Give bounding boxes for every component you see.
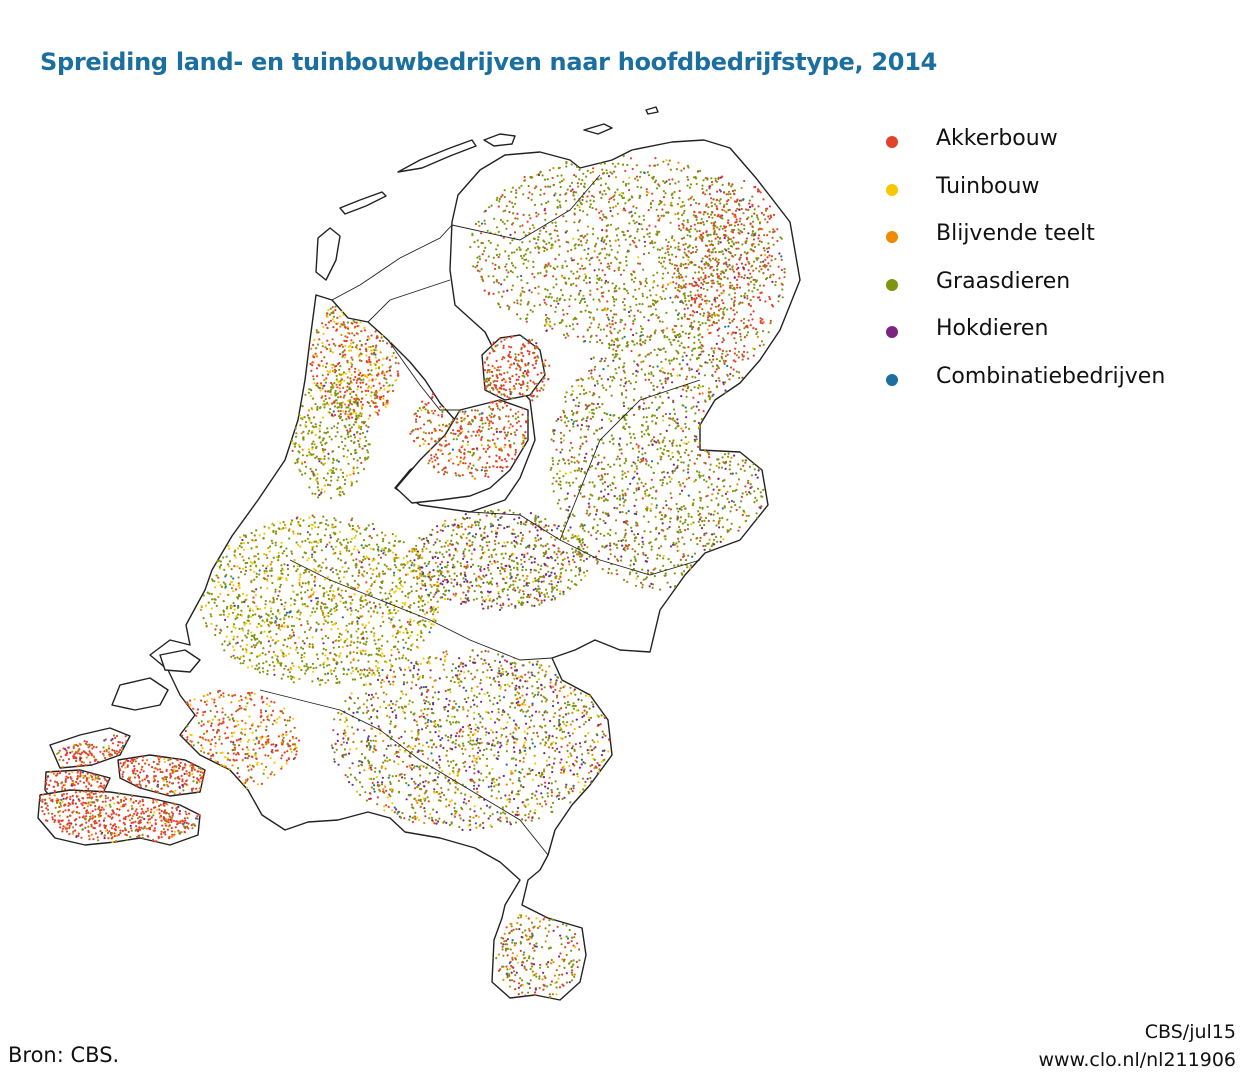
credit-block: CBS/jul15 www.clo.nl/nl211906: [1038, 1018, 1236, 1074]
legend-dot-blijvende-teelt: [886, 231, 898, 243]
voorne-outline: [159, 649, 201, 673]
texel-outline: [315, 227, 341, 281]
schouwen-outline: [49, 727, 131, 769]
farm-dots: [39, 154, 786, 999]
legend-label: Akkerbouw: [936, 126, 1058, 151]
ameland-outline: [483, 133, 516, 147]
legend-label: Graasdieren: [936, 268, 1071, 294]
vlieland-outline: [339, 191, 387, 215]
province-border-2: [559, 379, 701, 541]
legend-dot-graasdieren: [886, 278, 898, 291]
land-outline: [37, 106, 801, 1001]
legend-label: Blijvende teelt: [936, 221, 1095, 246]
internal-borders: [259, 174, 701, 856]
zeeuws-vlaanderen-outline: [37, 789, 201, 846]
goeree-outline: [111, 677, 169, 711]
flevoland-outline: [395, 399, 529, 504]
ijsselmeer-shore: [367, 279, 451, 323]
schiermonnikoog-outline: [583, 123, 613, 135]
legend-label: Combinatiebedrijven: [936, 363, 1166, 389]
credit-url: www.clo.nl/nl211906: [1038, 1049, 1236, 1071]
afsluitdijk: [331, 224, 453, 301]
rottumeroog-outline: [645, 106, 659, 115]
province-border-1: [469, 511, 701, 576]
legend-dot-tuinbouw: [886, 183, 898, 196]
terschelling-outline: [397, 139, 477, 173]
credit-line: CBS/jul15: [1144, 1021, 1236, 1043]
legend-dot-combinatiebedrijven: [886, 373, 898, 386]
province-border-5: [259, 689, 549, 856]
province-border-4: [289, 559, 553, 661]
province-border-3: [451, 174, 601, 241]
legend-dot-akkerbouw: [886, 136, 898, 148]
legend-label: Tuinbouw: [936, 173, 1040, 199]
legend-label: Hokdieren: [936, 316, 1049, 341]
legend-dot-hokdieren: [886, 326, 898, 338]
markermeer-shore: [387, 339, 460, 411]
source-note: Bron: CBS.: [8, 1043, 120, 1067]
map-title: Spreiding land- en tuinbouwbedrijven naa…: [40, 48, 937, 76]
